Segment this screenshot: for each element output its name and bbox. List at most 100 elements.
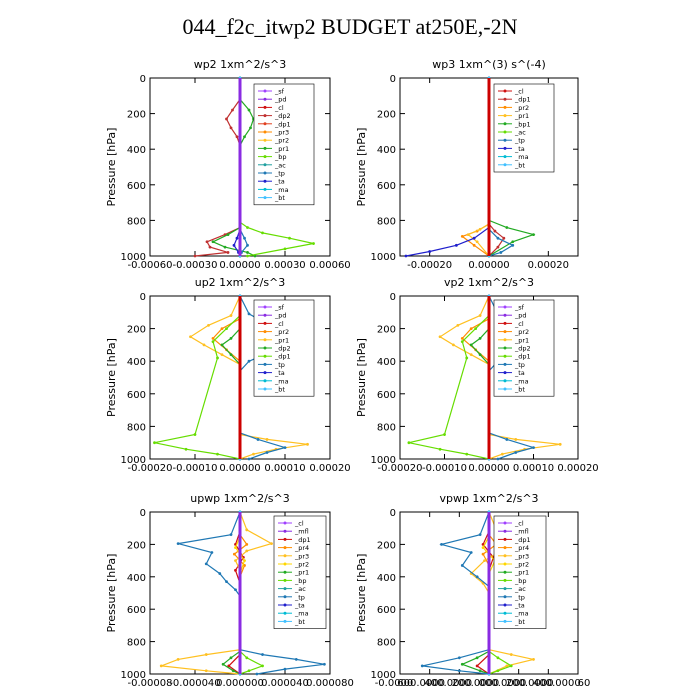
data-point [500,452,504,456]
y-tick-label: 600 [127,390,146,401]
data-point [246,254,249,258]
data-point [478,669,482,673]
legend-entry: _tp [514,137,525,145]
data-point [443,433,446,436]
chart-panel-1: wp2 1xm^2/s^3 Pressure [hPa] 0 200 400 600 800… [105,58,351,271]
panel-title: vp2 1xm^2/s^3 [444,276,534,289]
legend-entry: _ma [294,610,309,618]
legend-entry: _tp [514,361,525,369]
y-tick-label: 600 [127,181,146,192]
legend-entry: _tp [274,170,285,178]
data-point [211,336,215,340]
legend-entry: _sf [514,304,525,312]
data-point [514,438,518,441]
legend-entry: _pr3 [294,552,309,560]
data-point [252,452,255,456]
chart-panel-5: upwp 1xm^2/s^3 Pressure [hPa] 0 200 400 600 80… [105,492,354,689]
y-tick-label: 800 [377,638,396,649]
x-tick-label: -0.000040 [169,678,220,689]
data-point [478,533,482,537]
data-point [456,323,460,327]
x-tick-label: -0.00010 [173,463,218,474]
legend-entry: _bt [514,618,525,626]
chart-panel-2: wp3 1xm^(3) s^(-4) Pressure [hPa] 0 200 400 6… [355,58,579,271]
data-point [438,447,442,451]
data-point [184,447,188,451]
legend-marker [283,554,287,558]
data-point [283,247,287,251]
data-point [204,562,208,566]
data-point [460,662,464,666]
data-point [499,251,503,254]
legend-entry: _pd [514,312,527,320]
data-point [247,312,251,316]
y-tick-label: 1000 [371,455,396,466]
x-tick-label: 0.00030 [264,260,305,271]
data-point [246,243,249,247]
data-point [475,575,479,579]
legend-entry: _dp1 [514,353,531,361]
y-tick-label: 400 [377,145,396,156]
legend-marker [263,305,267,309]
legend-marker [283,595,287,599]
legend-entry: _cl [274,104,284,112]
data-point [231,669,235,673]
data-point [225,580,228,584]
y-axis-label: Pressure [hPa] [355,338,368,417]
legend-box [253,83,315,206]
y-tick-label: 800 [127,638,146,649]
data-point [428,250,432,253]
data-point [288,236,291,240]
legend-entry: _bt [274,194,285,202]
legend-marker [503,163,507,167]
data-point [265,438,269,441]
legend-marker [263,97,267,101]
legend-entry: _ac [514,585,526,593]
legend-entry: _pr2 [274,328,289,336]
y-tick-label: 200 [127,540,146,551]
legend-entry: _ma [514,377,529,385]
data-point [460,235,464,238]
legend-marker [503,521,507,525]
legend-marker [503,371,507,375]
legend-entry: _tp [514,593,525,601]
data-point [452,343,455,347]
legend-marker [503,105,507,109]
data-point [226,251,230,254]
data-point [469,343,473,347]
legend-marker [503,130,507,134]
legend-entry: _ta [514,602,525,610]
y-tick-label: 1000 [121,455,146,466]
legend-marker [503,546,507,550]
legend-entry: _bp [274,153,287,161]
legend-marker [503,537,507,541]
data-point [265,451,269,454]
data-point [475,656,479,660]
x-tick-label: -0.00020 [407,260,452,271]
legend-marker [263,196,267,200]
data-point [505,226,509,229]
data-point [466,233,470,237]
legend-marker [263,138,267,142]
data-point [496,669,500,673]
y-tick-label: 400 [127,145,146,156]
y-tick-label: 600 [377,181,396,192]
legend-entry: _pr1 [514,112,529,120]
legend-marker [503,313,507,317]
data-point [247,359,251,363]
data-point [420,664,424,668]
legend-entry: _cl [514,88,524,96]
x-tick-label: 0.00020 [557,463,598,474]
legend-marker [503,97,507,101]
data-point [457,669,461,673]
data-point [532,233,535,237]
data-point [255,672,259,676]
legend-marker [283,537,287,541]
legend-entry: _pr4 [294,544,309,552]
data-point [483,559,486,562]
data-point [235,135,239,139]
legend-entry: _pr1 [514,569,529,577]
panel-title: upwp 1xm^2/s^3 [190,492,290,505]
y-tick-label: 0 [390,292,396,303]
legend-entry: _bt [514,386,525,394]
